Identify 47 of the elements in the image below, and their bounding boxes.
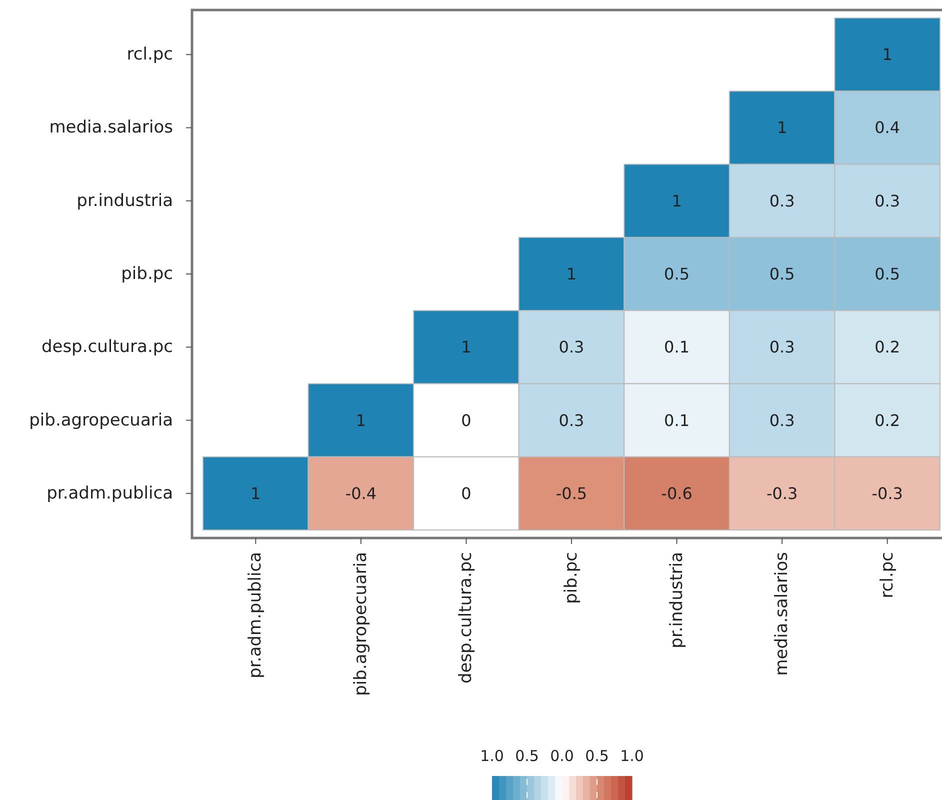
data-label: 0.3 xyxy=(558,410,584,430)
data-label: -0.3 xyxy=(872,484,903,503)
x-tick-label: pib.pc xyxy=(562,552,582,604)
x-tick-label: desp.cultura.pc xyxy=(456,552,476,684)
x-tick-label: pib.agropecuaria xyxy=(350,552,371,696)
data-label: 0.2 xyxy=(874,410,900,430)
y-tick-label: pib.pc xyxy=(121,264,173,284)
data-label: 0.4 xyxy=(874,118,900,138)
data-label: -0.4 xyxy=(345,484,377,503)
data-label: 0.3 xyxy=(769,191,795,210)
x-tick-label: pr.adm.publica xyxy=(246,552,266,678)
color-bar-label: 0.5 xyxy=(515,747,539,765)
data-label: 0.3 xyxy=(874,191,900,210)
y-tick-label: desp.cultura.pc xyxy=(41,337,173,358)
data-label: 0.5 xyxy=(769,264,795,284)
data-label: 1 xyxy=(566,264,577,284)
data-label: 0.3 xyxy=(769,410,795,430)
color-bar-label: 1.0 xyxy=(620,747,644,765)
x-tick-label: rcl.pc xyxy=(877,552,898,598)
data-label: 0.5 xyxy=(664,264,690,284)
data-label: 0.5 xyxy=(874,264,900,284)
color-bar-label: 0.0 xyxy=(550,747,574,765)
color-bar-label: 1.0 xyxy=(480,747,504,765)
data-label: 1 xyxy=(356,410,366,430)
data-label: -0.3 xyxy=(766,484,798,503)
data-label: 1 xyxy=(250,484,261,503)
data-label: 1 xyxy=(672,191,682,210)
x-tick-label: pr.industria xyxy=(666,552,687,648)
data-label: 1 xyxy=(882,45,892,64)
data-label: 1 xyxy=(776,118,788,138)
data-label: 0 xyxy=(461,410,472,430)
y-tick-label: pib.agropecuaria xyxy=(29,410,173,430)
x-tick-label: media.salarios xyxy=(772,552,792,676)
y-tick-label: media.salarios xyxy=(49,118,174,138)
data-label: 0 xyxy=(461,484,472,503)
data-label: 0.1 xyxy=(664,410,690,430)
y-tick-label: pr.industria xyxy=(76,190,173,211)
data-label: -0.6 xyxy=(661,484,692,503)
data-label: 0.3 xyxy=(769,338,795,357)
data-label: 0.2 xyxy=(874,338,900,357)
y-tick-label: rcl.pc xyxy=(126,44,173,65)
data-label: 1 xyxy=(461,338,472,357)
y-tick-label: pr.adm.publica xyxy=(46,483,173,504)
color-bar-label: 0.5 xyxy=(585,747,609,765)
data-label: -0.5 xyxy=(556,484,588,503)
data-label: 0.1 xyxy=(664,338,690,357)
data-label: 0.3 xyxy=(558,338,584,357)
